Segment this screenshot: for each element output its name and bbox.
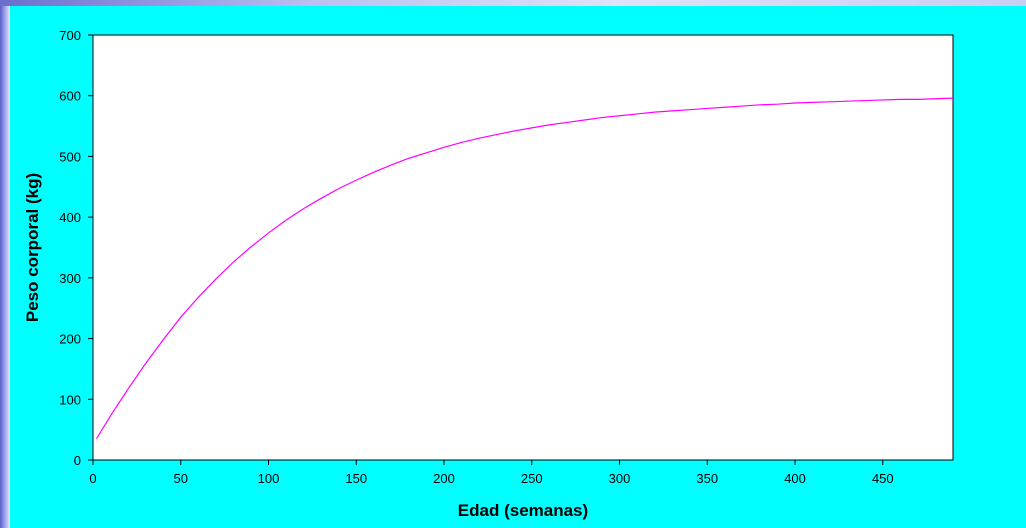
- y-tick-label: 600: [59, 89, 81, 104]
- x-tick-label: 0: [89, 471, 96, 486]
- series-line: [95, 97, 954, 440]
- x-tick-label: 350: [696, 471, 718, 486]
- y-tick-label: 400: [59, 210, 81, 225]
- y-tick-label: 200: [59, 332, 81, 347]
- x-axis-title: Edad (semanas): [458, 501, 588, 520]
- y-axis: 0 100 200 300 400 500 600 700: [59, 28, 93, 468]
- y-tick-label: 100: [59, 392, 81, 407]
- x-tick-label: 50: [174, 471, 188, 486]
- y-axis-title: Peso corporal (kg): [23, 173, 42, 322]
- x-tick-label: 400: [784, 471, 806, 486]
- x-tick-label: 200: [433, 471, 455, 486]
- x-tick-label: 300: [609, 471, 631, 486]
- plot-area: [92, 34, 954, 461]
- y-tick-label: 300: [59, 271, 81, 286]
- y-tick-label: 500: [59, 149, 81, 164]
- x-tick-label: 100: [258, 471, 280, 486]
- top-strip: [0, 0, 1026, 6]
- x-axis: 0 50 100 150 200 250 300 350 400 450: [89, 460, 894, 486]
- x-tick-label: 450: [872, 471, 894, 486]
- x-tick-label: 150: [345, 471, 367, 486]
- y-tick-label: 0: [74, 453, 81, 468]
- x-tick-label: 250: [521, 471, 543, 486]
- y-tick-label: 700: [59, 28, 81, 43]
